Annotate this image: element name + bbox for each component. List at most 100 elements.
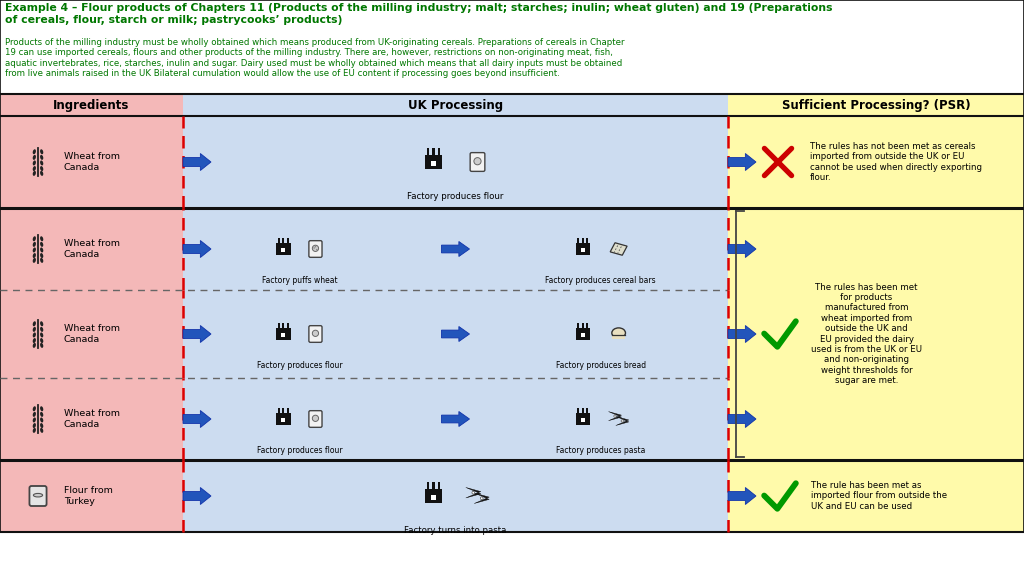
Bar — [578, 323, 580, 328]
Bar — [183, 116, 728, 208]
Bar — [431, 161, 436, 165]
Bar — [282, 418, 286, 422]
Bar — [575, 244, 590, 255]
Text: The rules has not been met as cereals
imported from outside the UK or EU
cannot : The rules has not been met as cereals im… — [810, 142, 982, 182]
Ellipse shape — [33, 149, 36, 154]
Ellipse shape — [40, 253, 43, 258]
Circle shape — [314, 246, 316, 248]
Bar — [612, 335, 626, 339]
Polygon shape — [183, 411, 211, 427]
Text: Factory produces pasta: Factory produces pasta — [556, 446, 645, 455]
Ellipse shape — [40, 161, 43, 165]
Bar — [586, 323, 588, 328]
Polygon shape — [728, 241, 756, 257]
Bar — [581, 334, 585, 337]
Bar — [427, 149, 429, 155]
Ellipse shape — [33, 258, 36, 263]
Bar — [582, 323, 584, 328]
Bar — [276, 244, 291, 255]
Ellipse shape — [40, 418, 43, 422]
Bar — [183, 290, 728, 378]
Bar — [582, 238, 584, 244]
Ellipse shape — [40, 248, 43, 252]
Text: Factory turns into pasta: Factory turns into pasta — [404, 526, 507, 535]
Ellipse shape — [33, 406, 36, 411]
FancyBboxPatch shape — [309, 325, 322, 342]
Ellipse shape — [40, 343, 43, 348]
Ellipse shape — [33, 338, 36, 343]
Polygon shape — [183, 325, 211, 343]
FancyBboxPatch shape — [309, 411, 322, 427]
Text: Sufficient Processing? (PSR): Sufficient Processing? (PSR) — [781, 98, 971, 112]
Text: Factory puffs wheat: Factory puffs wheat — [262, 276, 337, 285]
Circle shape — [472, 491, 475, 494]
Polygon shape — [728, 411, 756, 427]
Bar — [279, 323, 281, 328]
Bar — [0, 116, 183, 208]
Polygon shape — [615, 416, 629, 426]
Bar — [0, 290, 183, 378]
Ellipse shape — [33, 242, 36, 247]
Bar — [432, 149, 435, 155]
Text: Flour from
Turkey: Flour from Turkey — [63, 486, 113, 506]
Polygon shape — [610, 242, 627, 255]
Polygon shape — [441, 241, 469, 256]
Bar — [432, 483, 435, 489]
Polygon shape — [183, 241, 211, 257]
Text: Wheat from
Canada: Wheat from Canada — [63, 410, 120, 429]
Ellipse shape — [40, 338, 43, 343]
Ellipse shape — [33, 155, 36, 160]
Bar — [728, 378, 1024, 460]
Polygon shape — [466, 487, 481, 498]
Bar — [183, 94, 728, 116]
Text: Ingredients: Ingredients — [53, 98, 130, 112]
Ellipse shape — [40, 242, 43, 247]
Ellipse shape — [33, 343, 36, 348]
Circle shape — [480, 497, 483, 499]
Bar — [728, 208, 1024, 290]
Ellipse shape — [40, 406, 43, 411]
Bar — [586, 408, 588, 414]
Ellipse shape — [611, 328, 626, 338]
Bar — [578, 238, 580, 244]
Polygon shape — [608, 412, 622, 420]
FancyBboxPatch shape — [309, 241, 322, 257]
Text: Factory produces flour: Factory produces flour — [257, 446, 342, 455]
Ellipse shape — [40, 423, 43, 428]
Ellipse shape — [33, 412, 36, 417]
Bar — [437, 149, 440, 155]
Bar — [283, 238, 285, 244]
Polygon shape — [183, 487, 211, 505]
Ellipse shape — [40, 166, 43, 171]
Bar — [283, 323, 285, 328]
Polygon shape — [474, 493, 489, 503]
Bar — [586, 238, 588, 244]
Ellipse shape — [33, 327, 36, 332]
Bar — [728, 460, 1024, 532]
Ellipse shape — [40, 332, 43, 338]
Polygon shape — [441, 327, 469, 342]
Circle shape — [312, 330, 318, 336]
Bar — [728, 116, 1024, 208]
Bar — [0, 460, 183, 532]
Ellipse shape — [34, 494, 43, 497]
Ellipse shape — [33, 332, 36, 338]
Ellipse shape — [33, 171, 36, 176]
Text: The rules has been met
for products
manufactured from
wheat imported from
outsid: The rules has been met for products manu… — [811, 283, 923, 385]
Circle shape — [312, 245, 318, 252]
Bar — [183, 378, 728, 460]
Text: Products of the milling industry must be wholly obtained which means produced fr: Products of the milling industry must be… — [5, 38, 625, 78]
Polygon shape — [728, 325, 756, 343]
Bar — [279, 238, 281, 244]
Bar — [425, 489, 442, 503]
Bar — [279, 408, 281, 414]
Text: Factory produces bread: Factory produces bread — [556, 361, 646, 370]
Bar — [0, 36, 1024, 94]
Ellipse shape — [40, 155, 43, 160]
Ellipse shape — [40, 258, 43, 263]
Bar — [437, 483, 440, 489]
Bar — [282, 334, 286, 337]
Ellipse shape — [40, 412, 43, 417]
Circle shape — [316, 249, 317, 251]
Text: Wheat from
Canada: Wheat from Canada — [63, 239, 120, 259]
